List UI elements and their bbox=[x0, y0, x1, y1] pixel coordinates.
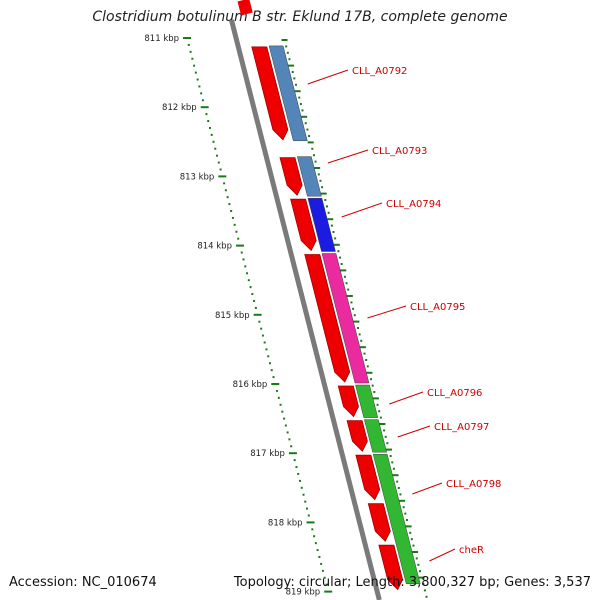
cds-arrow[interactable] bbox=[378, 544, 404, 591]
backbone bbox=[229, 0, 382, 600]
gene-label[interactable]: CLL_A0796 bbox=[427, 388, 482, 399]
label-leader-line bbox=[367, 305, 407, 319]
cds-arrow[interactable] bbox=[304, 254, 351, 383]
ruler-tick-label: 814 kbp bbox=[197, 242, 232, 252]
ruler-tick-label: 813 kbp bbox=[180, 172, 215, 182]
label-leader-line bbox=[307, 69, 349, 85]
cds-arrow[interactable] bbox=[290, 198, 317, 252]
gene-track bbox=[268, 45, 421, 584]
genome-summary: Topology: circular; Length: 3,800,327 bp… bbox=[233, 575, 591, 590]
gene-label[interactable]: CLL_A0797 bbox=[434, 422, 489, 433]
gene-bar[interactable] bbox=[355, 384, 379, 418]
cds-arrow[interactable] bbox=[367, 503, 391, 542]
gene-bar[interactable] bbox=[296, 156, 322, 197]
gene-bar[interactable] bbox=[307, 197, 336, 252]
gene-label[interactable]: cheR bbox=[459, 545, 484, 556]
gene-label[interactable]: CLL_A0798 bbox=[446, 479, 501, 490]
ruler-tick-label: 815 kbp bbox=[215, 311, 250, 321]
cds-track bbox=[251, 46, 404, 591]
label-leader-line bbox=[327, 149, 369, 164]
map-title: Clostridium botulinum B str. Eklund 17B,… bbox=[92, 9, 508, 25]
ruler-tick-label: 818 kbp bbox=[268, 518, 303, 528]
ruler-tick-label: 817 kbp bbox=[250, 449, 285, 459]
ruler-tick-label: 816 kbp bbox=[233, 380, 268, 390]
gene-label[interactable]: CLL_A0795 bbox=[410, 302, 465, 313]
gene-labels: CLL_A0792 CLL_A0793 CLL_A0794 CLL_A0795 CLL_… bbox=[307, 66, 501, 562]
ruler-tick-label: 811 kbp bbox=[144, 34, 179, 44]
cds-fragment bbox=[237, 0, 253, 16]
backbone-line bbox=[229, 19, 382, 600]
gene-bar[interactable] bbox=[268, 45, 308, 142]
gene-label[interactable]: CLL_A0794 bbox=[386, 199, 441, 210]
ruler-tick-label: 812 kbp bbox=[162, 103, 197, 113]
gene-bar[interactable] bbox=[321, 253, 370, 384]
gene-label[interactable]: CLL_A0792 bbox=[352, 66, 407, 77]
label-leader-line bbox=[397, 425, 431, 438]
cds-arrow[interactable] bbox=[279, 157, 303, 196]
gene-label[interactable]: CLL_A0793 bbox=[372, 146, 427, 157]
cds-arrow[interactable] bbox=[337, 385, 359, 418]
label-leader-line bbox=[341, 202, 383, 218]
label-leader-line bbox=[429, 548, 456, 562]
cds-arrow[interactable] bbox=[355, 454, 381, 501]
label-leader-line bbox=[412, 482, 443, 495]
gene-bar[interactable] bbox=[372, 453, 421, 584]
gene-bar[interactable] bbox=[363, 419, 388, 453]
cds-arrow[interactable] bbox=[251, 46, 289, 141]
cds-arrow[interactable] bbox=[346, 420, 368, 452]
label-leader-line bbox=[389, 391, 424, 405]
ruler-tick-label: 819 kbp bbox=[286, 588, 321, 598]
ruler: 811 kbp 812 kbp 813 kbp 814 kbp 815 kbp 816 k… bbox=[144, 34, 428, 598]
accession: Accession: NC_010674 bbox=[9, 575, 157, 590]
